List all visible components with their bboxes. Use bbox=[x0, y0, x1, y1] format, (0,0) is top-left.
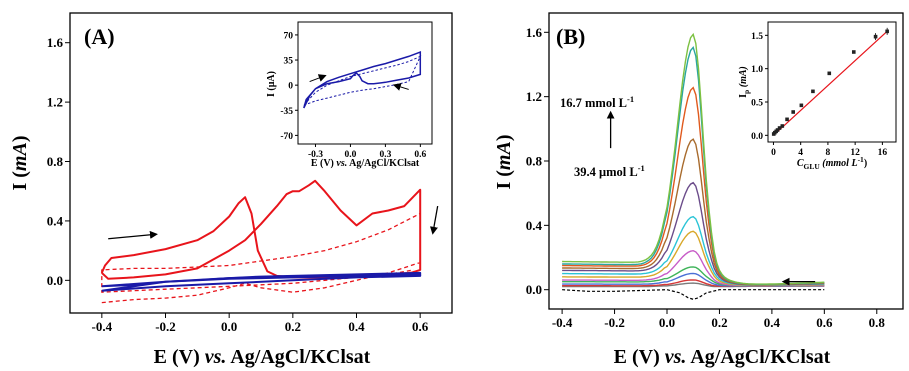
panel-a-inset-xlabel: E (V) vs. Ag/AgCl/KClsat bbox=[311, 158, 420, 169]
panel-a-label: (A) bbox=[84, 24, 115, 49]
panel-a-inset-scan-arrow bbox=[392, 83, 409, 91]
panel-b-blank-curve bbox=[562, 289, 825, 300]
panel-b-inset-x-ticks: 0 4 8 12 16 bbox=[771, 142, 887, 158]
panel-a-inset: -70 -35 0 35 70 -0.3 0.0 0.3 0.6 I (μA) E (V) v… bbox=[266, 21, 433, 169]
panel-a-x-tick-label: -0.2 bbox=[155, 319, 176, 334]
panel-b-x-tick-label: 0.2 bbox=[711, 315, 727, 330]
panel-b-y-tick-label: 0.8 bbox=[526, 154, 543, 169]
calibration-point bbox=[780, 124, 785, 128]
panel-a-inset-y-tick-label: 70 bbox=[284, 31, 294, 41]
calibration-point bbox=[785, 117, 789, 122]
calibration-point bbox=[791, 110, 795, 114]
calibration-point bbox=[873, 34, 878, 39]
panel-a-xlabel: E (V) vs. Ag/AgCl/KClsat bbox=[154, 346, 371, 368]
panel-b-x-tick-label: 0.0 bbox=[659, 315, 675, 330]
panel-a-inset-x-tick-label: 0.0 bbox=[344, 150, 356, 160]
panel-b-inset-x-tick-label: 8 bbox=[826, 148, 831, 158]
panel-b-x-ticks: -0.4 -0.2 0.0 0.2 0.4 0.6 0.8 bbox=[552, 309, 886, 330]
panel-a-inset-plot-area bbox=[303, 51, 422, 109]
panel-a-inset-ylabel: I (μA) bbox=[266, 71, 277, 97]
panel-b-dpv-curve bbox=[562, 138, 825, 286]
panel-a-y-ticks: 0.0 0.4 0.8 1.2 1.6 bbox=[47, 35, 70, 288]
calibration-point bbox=[885, 29, 889, 34]
calibration-fit-line bbox=[773, 30, 888, 136]
panel-a-series-red-solid bbox=[100, 179, 422, 280]
panel-a-x-tick-label: 0.4 bbox=[348, 319, 365, 334]
panel-b-dpv-curve bbox=[562, 181, 825, 286]
panel-a-inset-y-tick-label: -70 bbox=[280, 132, 293, 142]
calibration-point bbox=[799, 103, 804, 108]
panel-b-inset-xlabel: CGLU (mmol L-1) bbox=[797, 155, 867, 171]
panel-a-inset-x-ticks: -0.3 0.0 0.3 0.6 bbox=[308, 144, 427, 160]
panel-b-inset-y-ticks: 0.0 0.5 1.0 1.5 bbox=[751, 32, 768, 142]
panel-b-y-tick-label: 0.0 bbox=[526, 282, 542, 297]
panel-b-inset-y-tick-label: 0.5 bbox=[751, 99, 763, 109]
panel-a-inset-x-tick-label: -0.3 bbox=[308, 150, 323, 160]
panel-a-y-tick-label: 1.6 bbox=[47, 35, 64, 50]
panel-a-series-blue-solid bbox=[101, 273, 422, 292]
panel-b-x-tick-label: 0.4 bbox=[764, 315, 781, 330]
panel-b-dpv-curve bbox=[562, 32, 825, 285]
panel-a-scan-arrow bbox=[430, 205, 439, 235]
panel-b-y-tick-label: 1.2 bbox=[526, 89, 542, 104]
panel-a-x-tick-label: 0.0 bbox=[221, 319, 237, 334]
panel-b-inset-y-tick-label: 1.5 bbox=[751, 32, 763, 42]
panel-a-x-tick-label: -0.4 bbox=[92, 319, 113, 334]
calibration-point bbox=[811, 89, 815, 94]
panel-b-x-tick-label: -0.2 bbox=[604, 315, 625, 330]
panel-a-inset-series bbox=[303, 51, 422, 109]
panel-b-inset-y-tick-label: 1.0 bbox=[751, 65, 763, 75]
panel-b-x-tick-label: -0.4 bbox=[552, 315, 573, 330]
panel-a-frame bbox=[69, 12, 453, 314]
panel-b-y-tick-label: 1.6 bbox=[526, 25, 543, 40]
calibration-point bbox=[775, 128, 780, 132]
panel-b-inset-y-tick-label: 0.0 bbox=[751, 132, 763, 142]
panel-a-ylabel: I (mA) bbox=[9, 135, 31, 190]
annotation-high-concentration: 16.7 mmol L-1 bbox=[560, 94, 634, 110]
panel-b-inset-plot-area bbox=[771, 27, 889, 136]
panel-b-inset-x-tick-label: 12 bbox=[850, 148, 860, 158]
panel-a-inset-y-ticks: -70 -35 0 35 70 bbox=[280, 31, 298, 142]
panel-b-inset: 0.0 0.5 1.0 1.5 0 4 8 12 16 Ip (mA) CGLU (mmol … bbox=[738, 21, 897, 171]
panel-b-x-tick-label: 0.8 bbox=[869, 315, 886, 330]
panel-a-inset-x-tick-label: 0.3 bbox=[379, 150, 391, 160]
panel-b-inset-x-tick-label: 16 bbox=[878, 148, 888, 158]
panel-a-inset-y-tick-label: 0 bbox=[288, 82, 293, 92]
panel-b-y-ticks: 0.0 0.4 0.8 1.2 1.6 bbox=[526, 25, 549, 297]
panel-b-inset-x-tick-label: 4 bbox=[798, 148, 803, 158]
panel-b-ylabel: I (mA) bbox=[493, 134, 515, 189]
panel-a-y-tick-label: 0.4 bbox=[47, 213, 64, 228]
calibration-point bbox=[851, 50, 856, 54]
panel-a-inset-y-tick-label: 35 bbox=[284, 57, 294, 67]
panel-a-x-tick-label: 0.6 bbox=[412, 319, 429, 334]
panel-b-plot-area bbox=[562, 32, 825, 300]
panel-b-label: (B) bbox=[556, 24, 585, 49]
panel-a-y-tick-label: 0.8 bbox=[47, 154, 64, 169]
panel-b-x-tick-label: 0.6 bbox=[816, 315, 833, 330]
panel-a-plot-area bbox=[100, 179, 439, 304]
panel-b-xlabel: E (V) vs. Ag/AgCl/KClsat bbox=[614, 346, 831, 368]
panel-a: 0.0 0.4 0.8 1.2 1.6 -0.4 -0.2 0.0 0.2 0.4 0.6 (A)… bbox=[9, 12, 453, 368]
panel-b-inset-ylabel: Ip (mA) bbox=[738, 66, 751, 98]
panel-a-inset-series bbox=[303, 55, 422, 106]
calibration-point bbox=[777, 126, 782, 130]
panel-a-y-tick-label: 0.0 bbox=[47, 273, 63, 288]
panel-b-y-tick-label: 0.4 bbox=[526, 218, 543, 233]
panel-a-scan-arrow bbox=[108, 230, 158, 240]
annotation-low-concentration: 39.4 μmol L-1 bbox=[574, 163, 645, 179]
calibration-point bbox=[827, 71, 832, 76]
panel-a-series-red-dashed bbox=[101, 212, 421, 304]
panel-b-inset-x-tick-label: 0 bbox=[771, 148, 776, 158]
panel-a-inset-scan-arrow bbox=[309, 74, 327, 83]
panel-b-dpv-curve bbox=[562, 230, 825, 287]
panel-a-x-ticks: -0.4 -0.2 0.0 0.2 0.4 0.6 bbox=[92, 313, 429, 334]
panel-b: 0.00.40.81.21.6 -0.4 -0.2 0.0 0.2 0.4 0.6 0.8 … bbox=[493, 12, 904, 368]
panel-a-inset-x-tick-label: 0.6 bbox=[414, 150, 426, 160]
panel-a-inset-y-tick-label: -35 bbox=[280, 107, 293, 117]
panel-a-x-tick-label: 0.2 bbox=[285, 319, 301, 334]
panel-a-y-tick-label: 1.2 bbox=[47, 95, 63, 110]
